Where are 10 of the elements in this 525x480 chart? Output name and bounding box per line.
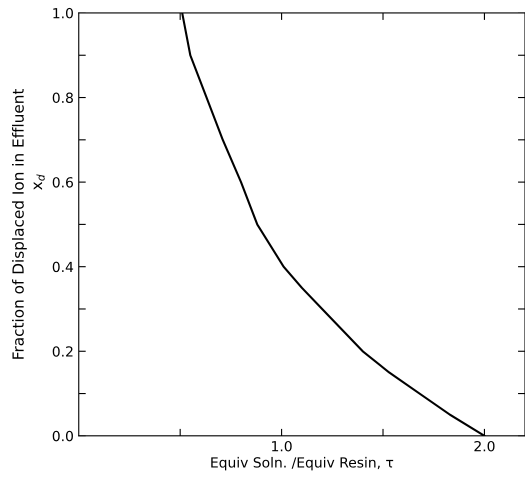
y-tick-label: 0.8 — [52, 92, 73, 104]
y-tick-label: 1.0 — [53, 8, 73, 18]
y-tick-label: 0.0 — [52, 430, 73, 442]
text: x$_{d}$ — [34, 174, 45, 190]
y-tick-label: 0.4 — [52, 262, 74, 272]
y-tick-label: 0.2 — [52, 346, 72, 357]
x-axis-title: Equiv Soln. /Equiv Resin, τ — [211, 456, 394, 470]
y-tick-label: 0.6 — [52, 177, 74, 188]
y-axis-title: Fraction of Displaced Ion in Effluent — [12, 88, 27, 359]
x-tick-label: 2.0 — [474, 440, 495, 452]
